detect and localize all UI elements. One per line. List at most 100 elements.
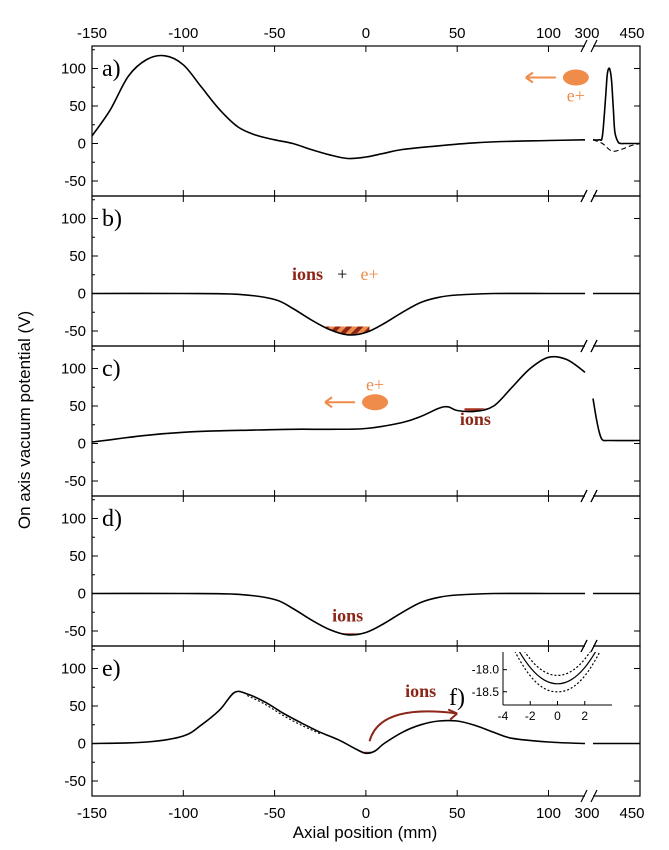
- axis-break-gap: [585, 495, 593, 497]
- axis-break-mark: [580, 489, 588, 503]
- panel-a: 100 50 0 -50 a) e+: [61, 39, 641, 203]
- y-tick-label: 0: [78, 586, 86, 603]
- x-tick-label-top: 100: [536, 25, 561, 42]
- axis-break-mark: [590, 189, 598, 203]
- y-tick-label: -50: [64, 473, 86, 490]
- panel-frame: [91, 495, 641, 647]
- y-tick-label: 0: [78, 136, 86, 153]
- x-tick-label-bottom: 0: [362, 805, 370, 822]
- x-tick-label-bottom: 450: [619, 805, 644, 822]
- x-tick-label-bottom: -100: [168, 805, 198, 822]
- axis-break-mark: [590, 489, 598, 503]
- y-tick-label: -50: [64, 173, 86, 190]
- shared-axes: -150 -150 -100 -100 -50 -50 0 0 50 50 100 100 300 450…: [77, 25, 645, 822]
- inset-x-tick-label: 0: [554, 709, 561, 723]
- inset-y-tick-label: -18.0: [472, 663, 500, 677]
- axis-break-gap: [585, 795, 593, 797]
- y-tick-label: -50: [64, 323, 86, 340]
- panels-group: 100 50 0 -50 a) e+ 100 50 0 -50 b) ions + e+ 100 50 0 -50…: [61, 39, 641, 803]
- panel-label: e): [102, 656, 121, 682]
- potential-curve-2: [592, 67, 640, 145]
- positron-label: e+: [366, 374, 384, 394]
- y-tick-label: 50: [69, 548, 86, 565]
- potential-curve-1: [92, 592, 585, 636]
- panel-frame: [91, 45, 641, 197]
- inset-curve-1: [518, 652, 597, 685]
- y-tick-label: 100: [61, 211, 86, 228]
- axis-break-mark: [590, 789, 598, 803]
- potential-curve-2: [246, 695, 321, 735]
- x-tick-label-top: 300: [574, 25, 599, 42]
- potential-curve-3: [592, 139, 640, 152]
- y-tick-label: -50: [64, 623, 86, 640]
- positron-label: e+: [567, 86, 585, 106]
- panel-e: 100 50 0 -50 e) ions: [61, 639, 641, 803]
- y-axis-title: On axis vacuum potential (V): [15, 311, 34, 529]
- panel-b: 100 50 0 -50 b) ions + e+: [61, 189, 641, 353]
- y-tick-label: 50: [69, 398, 86, 415]
- axis-break-mark: [580, 639, 588, 653]
- x-axis-title: Axial position (mm): [293, 823, 438, 842]
- panel-label: b): [102, 206, 122, 232]
- positron-bunch-icon: [362, 394, 389, 411]
- arrowhead-icon: [324, 396, 333, 409]
- positron-bunch-icon: [562, 69, 589, 86]
- y-tick-label: 0: [78, 436, 86, 453]
- trapped-cloud-fill: [325, 326, 370, 335]
- x-tick-label-bottom: -150: [77, 805, 107, 822]
- annotation-label: ions: [460, 409, 491, 429]
- axis-break-mark: [590, 639, 598, 653]
- y-tick-label: 0: [78, 286, 86, 303]
- x-tick-label-top: 50: [449, 25, 466, 42]
- x-tick-label-top: 450: [619, 25, 644, 42]
- axis-break-mark: [580, 39, 588, 53]
- annotation-label: ions: [405, 681, 436, 701]
- annotation-label: ions: [292, 264, 323, 284]
- arrowhead-icon: [525, 71, 534, 84]
- axis-break-gap: [585, 345, 593, 347]
- potential-curve-1: [92, 690, 586, 755]
- y-tick-label: 50: [69, 98, 86, 115]
- inset-background: [503, 652, 612, 705]
- axis-break-gap: [585, 45, 593, 47]
- x-tick-label-bottom: 100: [536, 805, 561, 822]
- axis-break-mark: [580, 789, 588, 803]
- potential-curve-1: [92, 292, 585, 336]
- panel-d: 100 50 0 -50 d) ions: [61, 489, 641, 653]
- axis-break-gap: [585, 645, 593, 647]
- annotation-label: ions: [332, 605, 363, 625]
- y-tick-label: 50: [69, 248, 86, 265]
- x-tick-label-bottom: 300: [574, 805, 599, 822]
- y-tick-label: 50: [69, 698, 86, 715]
- x-tick-label-bottom: 50: [449, 805, 466, 822]
- annotation-label: +: [337, 264, 347, 284]
- y-tick-label: 100: [61, 661, 86, 678]
- ion-direction-arrow: [368, 710, 458, 742]
- panel-frame: [91, 345, 641, 497]
- x-tick-label-top: -100: [168, 25, 198, 42]
- inset-panel-label: f): [449, 685, 465, 711]
- x-tick-label-top: 0: [362, 25, 370, 42]
- inset-curve-3: [514, 652, 601, 693]
- x-tick-label-top: -50: [264, 25, 286, 42]
- panel-label: c): [102, 356, 121, 382]
- panel-label: d): [102, 506, 122, 532]
- panel-c: 100 50 0 -50 c) e+ ions: [61, 339, 641, 503]
- inset-x-tick-label: 2: [581, 709, 588, 723]
- inset-x-tick-label: -4: [498, 709, 509, 723]
- potential-curve-1: [92, 54, 586, 160]
- y-tick-label: -50: [64, 773, 86, 790]
- panel-label: a): [102, 56, 121, 82]
- trapped-cloud-fill: [464, 408, 491, 412]
- inset-x-tick-label: -2: [525, 709, 536, 723]
- annotation-label: e+: [360, 264, 378, 284]
- inset-y-tick-label: -18.5: [472, 685, 500, 699]
- inset-f: f) -18.0 -18.5 -4 -2 0 2: [449, 652, 612, 723]
- y-tick-label: 0: [78, 736, 86, 753]
- y-tick-label: 100: [61, 511, 86, 528]
- axis-break-mark: [590, 339, 598, 353]
- y-tick-label: 100: [61, 61, 86, 78]
- y-tick-label: 100: [61, 361, 86, 378]
- arrowhead-icon: [447, 708, 458, 721]
